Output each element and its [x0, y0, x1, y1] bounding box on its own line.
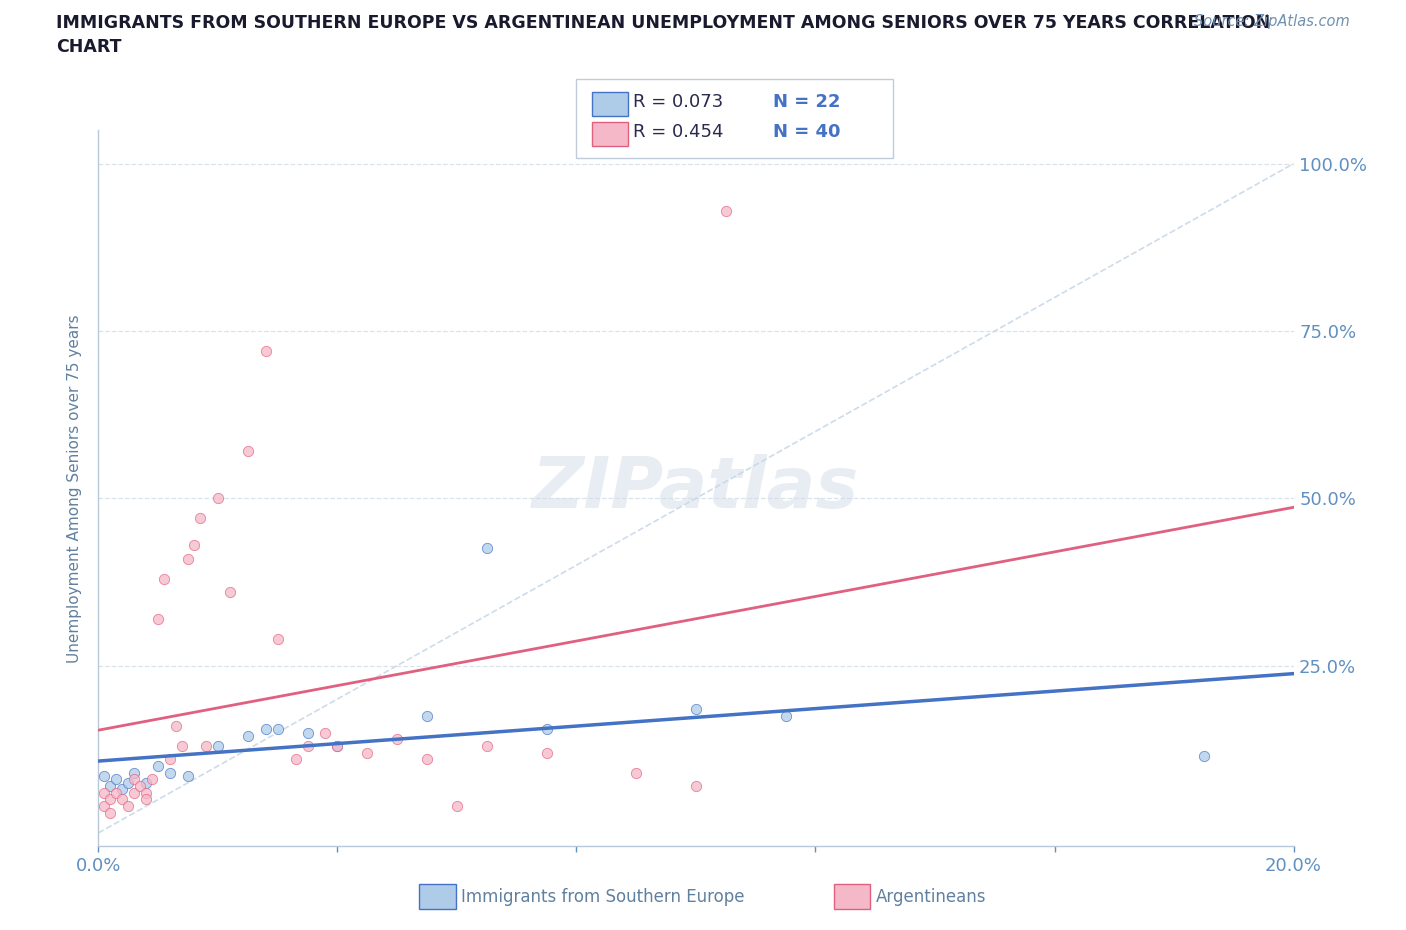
Point [188, 511, 211, 525]
Point [536, 722, 558, 737]
Point [416, 709, 439, 724]
Point [177, 768, 200, 783]
Point [183, 538, 205, 552]
Text: R = 0.073: R = 0.073 [633, 93, 723, 112]
Point [111, 792, 134, 807]
Point [475, 541, 498, 556]
Point [93, 785, 115, 800]
Point [536, 745, 558, 760]
Point [135, 776, 157, 790]
Point [267, 722, 290, 737]
Point [714, 203, 737, 218]
Point [446, 799, 468, 814]
Point [194, 738, 218, 753]
Point [326, 738, 349, 753]
Point [284, 751, 307, 766]
Point [624, 765, 647, 780]
Text: R = 0.454: R = 0.454 [633, 123, 723, 141]
Point [105, 772, 128, 787]
Point [356, 745, 378, 760]
Point [135, 792, 157, 807]
Point [385, 732, 409, 747]
Text: N = 40: N = 40 [773, 123, 841, 141]
Point [117, 799, 139, 814]
Point [177, 551, 200, 566]
Text: IMMIGRANTS FROM SOUTHERN EUROPE VS ARGENTINEAN UNEMPLOYMENT AMONG SENIORS OVER 7: IMMIGRANTS FROM SOUTHERN EUROPE VS ARGEN… [56, 14, 1271, 56]
Point [326, 738, 349, 753]
Point [135, 785, 157, 800]
Point [124, 785, 146, 800]
Point [1192, 749, 1215, 764]
Point [297, 738, 319, 753]
Point [93, 799, 115, 814]
Point [124, 765, 146, 780]
Point [141, 772, 163, 787]
Point [98, 805, 122, 820]
Point [129, 778, 152, 793]
Point [159, 751, 181, 766]
Point [172, 738, 194, 753]
Point [207, 738, 229, 753]
Point [153, 571, 176, 586]
Point [236, 728, 259, 743]
Point [475, 738, 498, 753]
Text: Source: ZipAtlas.com: Source: ZipAtlas.com [1194, 14, 1350, 29]
Point [207, 491, 229, 506]
Point [267, 631, 290, 646]
Point [219, 585, 242, 600]
Point [315, 725, 337, 740]
Point [148, 759, 170, 774]
Point [148, 611, 170, 626]
Point [98, 792, 122, 807]
Point [254, 722, 277, 737]
Point [93, 768, 115, 783]
Point [159, 765, 181, 780]
Point [124, 772, 146, 787]
Point [98, 778, 122, 793]
Point [111, 782, 134, 797]
Point [685, 778, 707, 793]
Text: Argentineans: Argentineans [876, 887, 987, 906]
Point [236, 444, 259, 458]
Point [297, 725, 319, 740]
Point [685, 701, 707, 716]
Point [165, 718, 187, 733]
Point [105, 785, 128, 800]
Point [416, 751, 439, 766]
Point [117, 776, 139, 790]
Text: Immigrants from Southern Europe: Immigrants from Southern Europe [461, 887, 745, 906]
Point [775, 709, 797, 724]
Point [254, 343, 277, 358]
Text: N = 22: N = 22 [773, 93, 841, 112]
Y-axis label: Unemployment Among Seniors over 75 years: Unemployment Among Seniors over 75 years [67, 314, 83, 662]
Text: ZIPatlas: ZIPatlas [533, 454, 859, 523]
